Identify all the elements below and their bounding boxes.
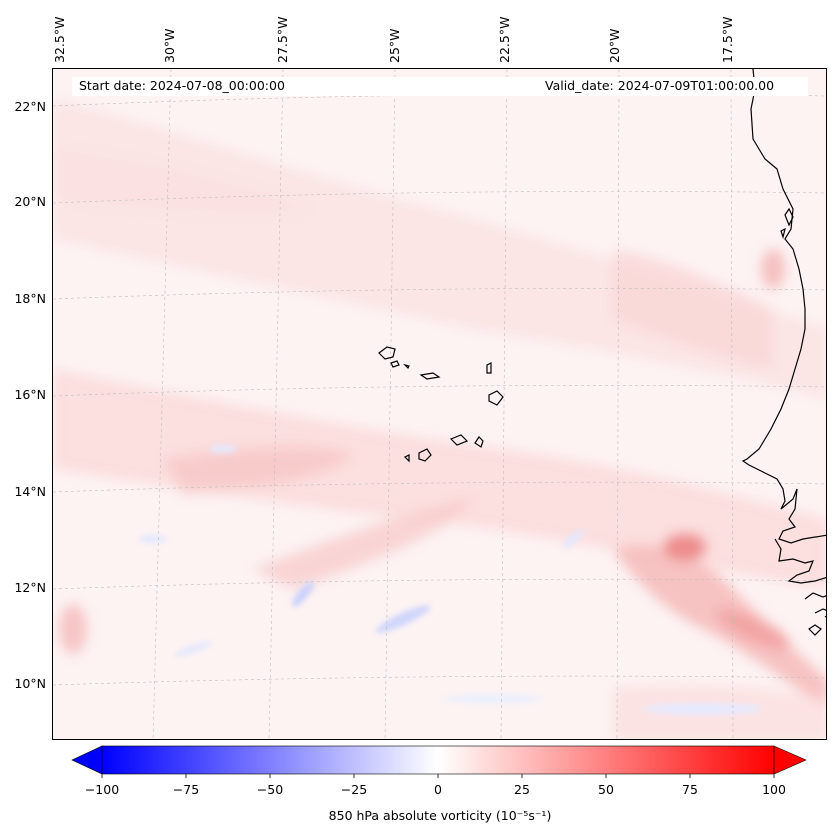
colorbar-tick-label: −50 [256, 782, 284, 797]
african-coastline [741, 69, 826, 636]
vorticity-field [53, 69, 826, 739]
lat-label-20n: 20°N [14, 194, 46, 209]
colorbar-min-extend [71, 745, 103, 775]
gridlines [53, 69, 826, 739]
lat-label-16n: 16°N [14, 387, 46, 402]
lat-label-14n: 14°N [14, 484, 46, 499]
map-panel [52, 68, 827, 740]
valid-date-label: Valid_date: 2024-07-09T01:00:00.00 [545, 78, 775, 93]
colorbar [71, 745, 807, 778]
lat-label-10n: 10°N [14, 676, 46, 691]
lon-label-32-5w: 32.5°W [52, 16, 67, 63]
colorbar-tick-label: −25 [340, 782, 368, 797]
cape-verde-islands [378, 346, 504, 463]
lat-label-12n: 12°N [14, 580, 46, 595]
lon-label-25w: 25°W [387, 28, 402, 63]
colorbar-tick-label: 75 [682, 782, 698, 797]
colorbar-max-extend [773, 745, 807, 775]
colorbar-gradient [101, 745, 775, 775]
colorbar-ticks [101, 774, 775, 778]
lon-label-30w: 30°W [162, 28, 177, 63]
colorbar-tick-label: 100 [762, 782, 786, 797]
lon-label-17-5w: 17.5°W [720, 16, 735, 63]
date-banner [72, 77, 808, 96]
colorbar-label: 850 hPa absolute vorticity (10⁻⁵s⁻¹) [328, 808, 552, 823]
colorbar-tick-label: 0 [434, 782, 442, 797]
lat-label-18n: 18°N [14, 291, 46, 306]
colorbar-tick-label: 25 [514, 782, 530, 797]
colorbar-tick-label: −100 [84, 782, 120, 797]
lon-label-27-5w: 27.5°W [275, 16, 290, 63]
colorbar-tick-label: −75 [172, 782, 200, 797]
lon-label-20w: 20°W [607, 28, 622, 63]
start-date-label: Start date: 2024-07-08_00:00:00 [79, 78, 285, 93]
colorbar-tick-label: 50 [598, 782, 614, 797]
lat-label-22n: 22°N [14, 99, 46, 114]
field-anomalies [53, 99, 826, 739]
lon-label-22-5w: 22.5°W [497, 16, 512, 63]
